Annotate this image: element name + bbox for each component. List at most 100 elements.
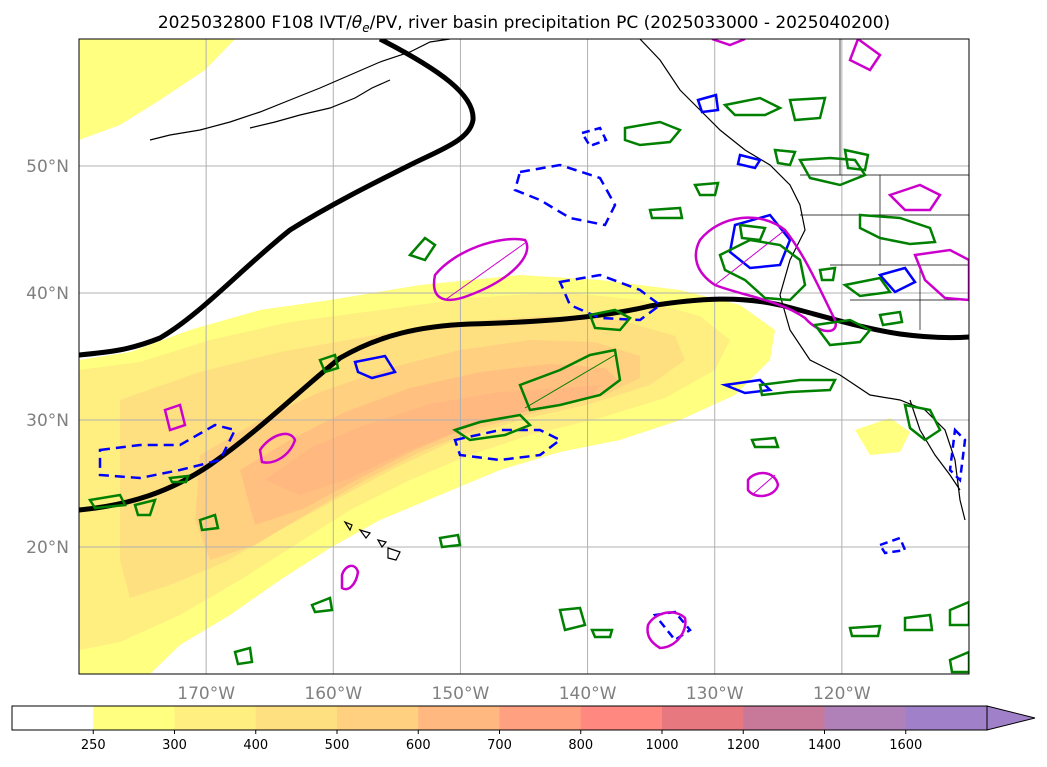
pv-contours [98,93,967,642]
precip-contour [452,413,533,442]
lon-tick-label: 160°W [304,684,362,704]
pv-contour [948,427,967,483]
precip-contour [590,628,614,639]
baja-coast [909,399,961,491]
lon-tick-label: 120°W [813,684,871,704]
magenta-contour [163,403,187,432]
axis-tick-labels: 170°W 160°W 150°W 140°W 130°W 120°W 20°N 30°N 40… [26,157,871,704]
colorbar-tick-label: 600 [406,738,431,753]
colorbar-segment [662,706,744,730]
lon-tick-label: 150°W [432,684,490,704]
precip-contour [198,513,220,532]
colorbar: 250 300 400 500 600 700 800 1000 1200 1400 1600 [11,705,1036,753]
lon-tick-label: 140°W [559,684,617,704]
map-frame [78,38,970,675]
precip-contour [87,493,127,510]
pv-contour [513,163,617,227]
precip-contour [797,156,867,187]
alaska-peninsula [249,79,391,129]
colorbar-segment [905,706,988,730]
precip-contour [310,596,334,614]
pv-contour [453,428,563,462]
pv-contour [736,153,762,170]
magenta-contour [913,248,969,302]
precip-contour [168,474,190,484]
pv-contour [98,423,237,480]
colorbar-segment [174,706,257,730]
precip-contour [788,96,827,122]
colorbar-segment [499,706,582,730]
pv-contour [720,378,773,395]
lon-tick-label: 170°W [177,684,235,704]
magenta-contour [694,216,837,333]
lon-tick-label: 130°W [686,684,744,704]
colorbar-segment [255,706,338,730]
state-borders [800,39,969,330]
precip-contour [318,353,340,374]
colorbar-tick-label: 1000 [645,738,678,753]
precip-contour [648,206,684,220]
theta-e-contours [79,39,969,513]
colorbar-segment [93,706,175,730]
colorbar-segment [580,706,663,730]
precip-contour [948,650,969,674]
pv-contour [696,93,720,114]
precip-contours [87,96,969,674]
magenta-contour [887,183,942,212]
colorbar-tick-label: 700 [487,738,512,753]
precip-contour [718,238,807,302]
precip-contour [843,148,870,172]
precip-contour [758,378,838,397]
alaska-coast [149,39,451,141]
precip-contour [750,436,780,449]
colorbar-tick-label: 1600 [889,738,922,753]
magenta-contours [163,39,969,650]
magenta-contour [711,39,746,47]
magenta-contour [646,611,687,650]
pv-contour [878,536,907,555]
precip-contour [812,318,872,347]
lat-tick-label: 30°N [26,411,69,431]
precip-contour [848,624,882,638]
lat-tick-label: 40°N [26,284,69,304]
colorbar-segment [824,706,907,730]
colorbar-tick-label: 800 [568,738,593,753]
colorbar-tick-label: 500 [325,738,350,753]
theta-e-contour-north [79,39,476,358]
colorbar-segment [743,706,825,730]
colorbar-tick-label: 400 [243,738,268,753]
pv-contour [353,354,397,380]
ivt-250-region-coast [855,418,910,455]
magenta-contour [848,39,882,72]
precip-contour [558,606,587,632]
precip-contour [858,213,937,246]
map-title: 2025032800 F108 IVT/θe/PV, river basin p… [158,13,890,35]
map-panel [79,39,969,674]
precip-contour [722,96,783,117]
precip-contour [948,600,969,627]
precip-contour [818,266,837,282]
precip-contour [518,348,622,412]
pv-contour [877,266,917,294]
hawaii-islands [343,520,401,561]
pv-contour [558,273,663,322]
magenta-contour [258,432,297,464]
pv-contour [728,213,792,270]
lat-tick-label: 20°N [26,538,69,558]
colorbar-segment [337,706,419,730]
lat-tick-label: 50°N [26,157,69,177]
precip-contour [903,613,934,632]
colorbar-tick-label: 1400 [808,738,841,753]
precip-contour [841,276,893,298]
precip-contour [903,403,942,442]
precip-contour [623,120,683,147]
colorbar-tick-label: 1200 [727,738,760,753]
precip-contour [133,498,157,517]
theta-e-contour-south [79,296,969,513]
colorbar-tick-label: 300 [162,738,187,753]
precip-contour [738,223,767,242]
colorbar-extend-arrow [986,705,1036,731]
magenta-contour [432,237,529,302]
pv-contour [580,126,608,148]
